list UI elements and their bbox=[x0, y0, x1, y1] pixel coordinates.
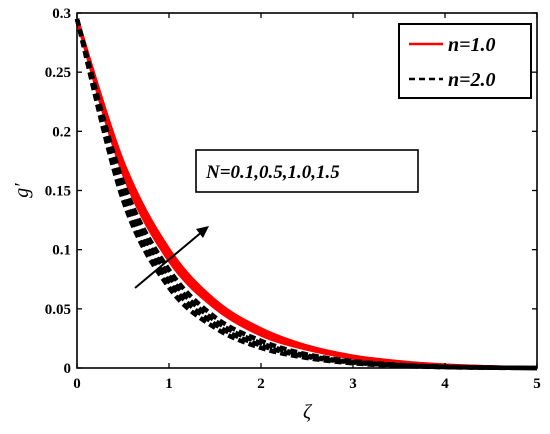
y-tick-label: 0.25 bbox=[45, 65, 71, 81]
x-tick-label: 3 bbox=[349, 376, 357, 392]
x-tick-label: 0 bbox=[73, 376, 81, 392]
y-tick-label: 0.05 bbox=[45, 302, 71, 318]
tick-layer: 0 1 2 3 4 5 0 0.05 0.1 0.15 0.2 0.25 0.3 bbox=[45, 6, 541, 392]
y-tick-label: 0.3 bbox=[52, 6, 71, 22]
series-line-n2-6 bbox=[74, 18, 538, 371]
parameter-annotation: N=0.1,0.5,1.0,1.5 bbox=[195, 149, 419, 193]
series-line-n2-7 bbox=[74, 18, 538, 371]
series-layer bbox=[74, 18, 538, 371]
legend: n=1.0 n=2.0 bbox=[398, 23, 532, 99]
arrow-shaft bbox=[134, 230, 204, 289]
legend-box bbox=[398, 23, 532, 99]
y-tick-label: 0 bbox=[64, 361, 72, 377]
x-tick-label: 1 bbox=[165, 376, 173, 392]
y-axis-label: g′ bbox=[11, 183, 33, 198]
annotation-box bbox=[195, 149, 419, 193]
arrow-head bbox=[196, 226, 209, 238]
x-tick-label: 4 bbox=[441, 376, 449, 392]
trend-arrow bbox=[134, 226, 209, 289]
x-tick-label: 5 bbox=[533, 376, 541, 392]
y-tick-label: 0.2 bbox=[52, 124, 71, 140]
annotation-text: N=0.1,0.5,1.0,1.5 bbox=[205, 162, 340, 183]
legend-entry-n2: n=2.0 bbox=[448, 69, 496, 91]
y-tick-label: 0.1 bbox=[52, 243, 71, 259]
x-tick-label: 2 bbox=[257, 376, 265, 392]
x-axis-label: ζ bbox=[303, 401, 313, 423]
legend-entry-n1: n=1.0 bbox=[448, 34, 496, 56]
y-tick-label: 0.15 bbox=[45, 184, 71, 200]
